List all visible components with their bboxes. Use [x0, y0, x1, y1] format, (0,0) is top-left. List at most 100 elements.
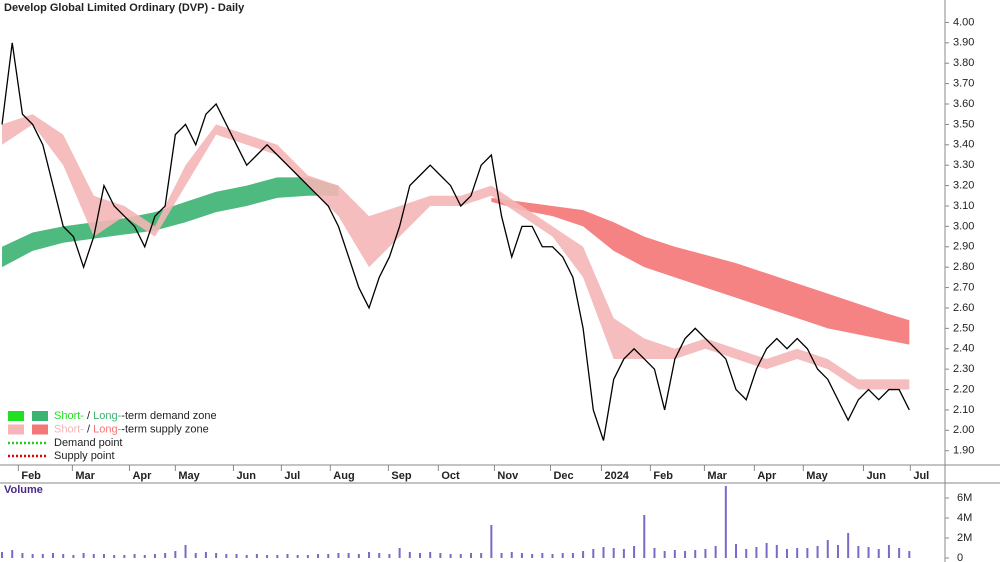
x-tick-label: Apr [132, 470, 152, 482]
y-tick-label: 4M [957, 512, 972, 524]
y-tick-label: 1.90 [953, 445, 974, 457]
x-tick-label: Sep [391, 470, 411, 482]
volume-bar [184, 545, 187, 558]
volume-bar [194, 553, 197, 558]
volume-bar [796, 548, 799, 558]
volume-bar [633, 546, 636, 558]
volume-bar [1, 552, 4, 558]
volume-bar [102, 554, 105, 558]
volume-bar [826, 540, 829, 558]
legend-sep: / [84, 423, 93, 435]
volume-bar [755, 547, 758, 558]
price-line [1, 42, 910, 441]
y-tick-label: 0 [957, 552, 963, 562]
volume-bar [622, 549, 625, 558]
volume-bar [143, 555, 146, 558]
volume-bar [204, 552, 207, 558]
volume-bar [408, 552, 411, 558]
volume-bar [439, 553, 442, 558]
y-tick-label: 2.00 [953, 424, 974, 436]
chart-title: Develop Global Limited Ordinary (DVP) - … [4, 2, 245, 14]
y-tick-label: 3.40 [953, 139, 974, 151]
zone-band [491, 197, 910, 345]
y-tick-label: 2.60 [953, 302, 974, 314]
zone-band [2, 177, 339, 268]
x-tick-label: Feb [653, 470, 673, 482]
volume-bar [469, 553, 472, 558]
volume-bar [836, 545, 839, 558]
legend-short: Short- [54, 410, 84, 422]
volume-bar [490, 525, 493, 558]
volume-bar [480, 553, 483, 558]
x-tick-label: Jul [913, 470, 929, 482]
x-tick-label: Apr [757, 470, 777, 482]
y-tick-label: 3.00 [953, 220, 974, 232]
volume-bar [724, 486, 727, 558]
volume-bar [857, 546, 860, 558]
volume-bar [663, 551, 666, 558]
legend-label: Supply point [54, 450, 115, 462]
y-tick-label: 3.50 [953, 118, 974, 130]
y-tick-label: 4.00 [953, 16, 974, 28]
volume-bar [571, 553, 574, 558]
volume-bar [867, 547, 870, 558]
volume-bar [215, 553, 218, 558]
volume-bar [317, 554, 320, 558]
zone-band [2, 114, 910, 390]
legend-long: Long- [93, 410, 121, 422]
volume-bar [153, 554, 156, 558]
volume-bar [52, 553, 55, 558]
volume-bar [21, 553, 24, 558]
volume-bar [500, 553, 503, 558]
volume-bar [745, 549, 748, 558]
y-tick-label: 3.20 [953, 179, 974, 191]
volume-bar [235, 554, 238, 558]
x-tick-label: Dec [553, 470, 573, 482]
volume-bar [449, 554, 452, 558]
x-tick-label: 2024 [604, 470, 629, 482]
volume-bar [847, 533, 850, 558]
volume-bar [429, 552, 432, 558]
volume-bar [113, 555, 116, 558]
legend-swatch [32, 411, 48, 421]
y-tick-label: 3.70 [953, 78, 974, 90]
volume-bar [62, 554, 65, 558]
volume-bar [898, 548, 901, 558]
legend-swatch [32, 424, 48, 435]
y-tick-label: 2.30 [953, 363, 974, 375]
x-tick-label: May [806, 470, 828, 482]
y-tick-label: 2.50 [953, 322, 974, 334]
volume-bar [306, 555, 309, 558]
volume-bar [245, 555, 248, 558]
legend-short: Short- [54, 423, 84, 435]
volume-bar [123, 555, 126, 558]
volume-bar [419, 553, 421, 558]
legend-swatch [8, 424, 24, 435]
x-tick-label: Aug [333, 470, 354, 482]
volume-bar [296, 555, 299, 558]
volume-bar [714, 546, 717, 558]
volume-bar [398, 548, 401, 558]
volume-bar [510, 552, 513, 558]
volume-bar [612, 548, 615, 558]
volume-bar [31, 554, 34, 558]
legend-long: Long- [93, 423, 121, 435]
volume-bar [694, 550, 697, 558]
legend-rest: -term supply zone [121, 423, 208, 435]
volume-bar [785, 549, 788, 558]
volume-bar [388, 554, 391, 558]
volume-bar [582, 551, 585, 558]
legend-label: Short- / Long--term demand zone [54, 410, 217, 422]
y-tick-label: 2.80 [953, 261, 974, 273]
volume-bar [133, 554, 136, 558]
y-tick-label: 3.90 [953, 37, 974, 49]
y-tick-label: 3.60 [953, 98, 974, 110]
legend-label: Short- / Long--term supply zone [54, 423, 209, 435]
volume-bar [653, 548, 656, 558]
y-tick-label: 3.30 [953, 159, 974, 171]
y-tick-label: 2.70 [953, 281, 974, 293]
volume-bar [164, 553, 167, 558]
volume-bar [643, 515, 646, 558]
